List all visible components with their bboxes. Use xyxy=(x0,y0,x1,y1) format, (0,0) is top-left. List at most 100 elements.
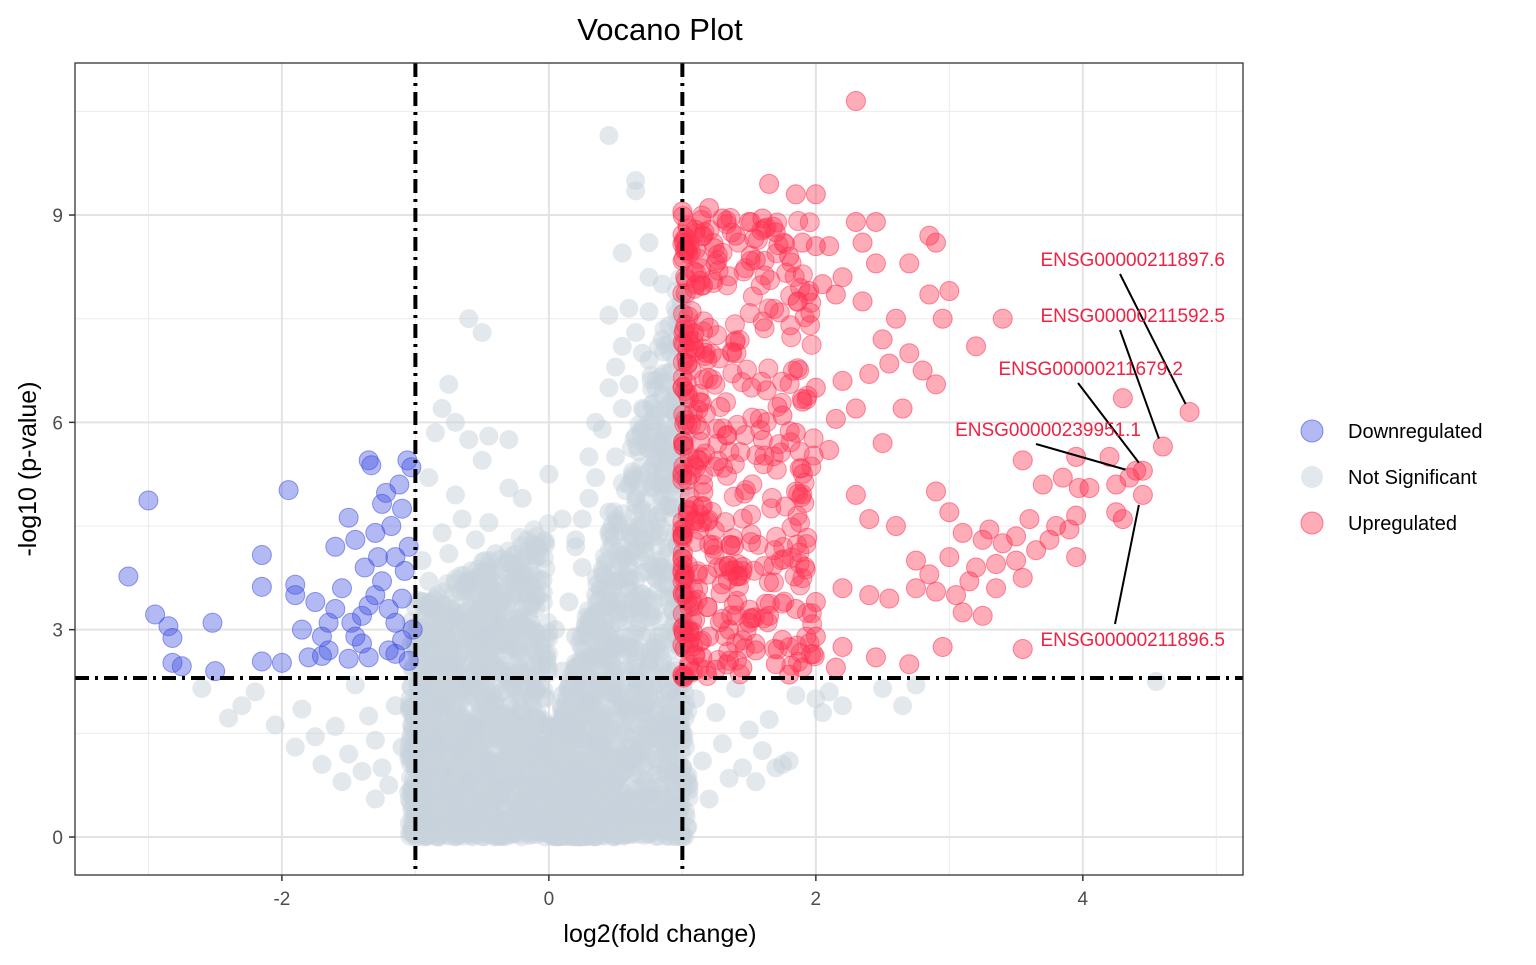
point-upregulated xyxy=(766,459,787,480)
point-not-significant xyxy=(819,682,839,702)
point-not-significant xyxy=(448,758,468,778)
point-not-significant xyxy=(652,385,672,405)
point-not-significant xyxy=(538,644,558,664)
point-not-significant xyxy=(427,807,447,827)
point-not-significant xyxy=(478,584,498,604)
point-upregulated xyxy=(1039,529,1060,550)
point-upregulated xyxy=(764,298,785,319)
point-upregulated xyxy=(752,430,773,451)
point-not-significant xyxy=(633,585,653,605)
point-not-significant xyxy=(446,827,466,847)
point-not-significant xyxy=(575,819,595,839)
point-upregulated xyxy=(779,664,800,685)
point-upregulated xyxy=(832,370,853,391)
point-not-significant xyxy=(584,603,604,623)
point-upregulated xyxy=(715,512,736,533)
point-upregulated xyxy=(1006,550,1027,571)
point-not-significant xyxy=(579,447,599,467)
point-not-significant xyxy=(619,821,639,841)
point-not-significant xyxy=(505,583,525,603)
point-downregulated xyxy=(365,522,386,543)
point-not-significant xyxy=(436,813,456,833)
point-not-significant xyxy=(606,357,626,377)
point-upregulated xyxy=(687,561,708,582)
point-not-significant xyxy=(566,530,586,550)
point-not-significant xyxy=(508,735,528,755)
point-upregulated xyxy=(1066,446,1087,467)
point-not-significant xyxy=(498,721,518,741)
point-not-significant xyxy=(423,746,443,766)
point-not-significant xyxy=(482,585,502,605)
point-upregulated xyxy=(1066,547,1087,568)
point-downregulated xyxy=(251,576,272,597)
point-upregulated xyxy=(779,373,800,394)
point-not-significant xyxy=(520,724,540,744)
annotation-label: ENSG00000211679.2 xyxy=(998,359,1183,380)
point-not-significant xyxy=(415,827,435,847)
point-not-significant xyxy=(420,623,440,643)
point-upregulated xyxy=(865,253,886,274)
y-axis-label: -log10 (p-value) xyxy=(14,381,42,556)
point-upregulated xyxy=(715,626,736,647)
point-not-significant xyxy=(457,631,477,651)
point-not-significant xyxy=(447,631,467,651)
point-not-significant xyxy=(633,563,653,583)
point-not-significant xyxy=(621,644,641,664)
point-not-significant xyxy=(547,737,567,757)
point-not-significant xyxy=(712,734,732,754)
point-not-significant xyxy=(573,826,593,846)
point-not-significant xyxy=(437,680,457,700)
point-not-significant xyxy=(491,712,511,732)
point-not-significant xyxy=(509,613,529,633)
point-downregulated xyxy=(402,619,423,640)
point-upregulated xyxy=(788,483,809,504)
point-not-significant xyxy=(312,754,332,774)
point-not-significant xyxy=(633,515,653,535)
point-not-significant xyxy=(572,509,592,529)
point-not-significant xyxy=(519,627,539,647)
point-downregulated xyxy=(318,640,339,661)
point-upregulated xyxy=(885,516,906,537)
point-not-significant xyxy=(475,567,495,587)
point-not-significant xyxy=(451,824,471,844)
point-not-significant xyxy=(644,592,664,612)
legend-label: Downregulated xyxy=(1348,421,1483,443)
point-upregulated xyxy=(852,232,873,253)
point-not-significant xyxy=(665,818,685,838)
point-upregulated xyxy=(699,198,720,219)
point-not-significant xyxy=(462,591,482,611)
point-not-significant xyxy=(517,617,537,637)
point-upregulated xyxy=(805,626,826,647)
point-not-significant xyxy=(488,657,508,677)
point-upregulated xyxy=(675,283,696,304)
point-not-significant xyxy=(652,588,672,608)
point-not-significant xyxy=(476,607,496,627)
point-not-significant xyxy=(437,825,457,845)
legend-key xyxy=(1300,511,1324,535)
point-not-significant xyxy=(530,569,550,589)
point-not-significant xyxy=(566,723,586,743)
point-upregulated xyxy=(805,236,826,257)
point-not-significant xyxy=(566,761,586,781)
point-upregulated xyxy=(790,575,811,596)
x-axis-label: log2(fold change) xyxy=(563,920,756,948)
point-not-significant xyxy=(477,702,497,722)
point-not-significant xyxy=(454,826,474,846)
annotation-connector xyxy=(1035,443,1126,471)
point-not-significant xyxy=(644,741,664,761)
point-not-significant xyxy=(630,594,650,614)
point-not-significant xyxy=(481,563,501,583)
point-not-significant xyxy=(439,718,459,738)
point-not-significant xyxy=(579,796,599,816)
point-downregulated xyxy=(205,661,226,682)
point-not-significant xyxy=(639,819,659,839)
point-downregulated xyxy=(398,536,419,557)
point-upregulated xyxy=(759,605,780,626)
point-not-significant xyxy=(653,474,673,494)
point-not-significant xyxy=(595,619,615,639)
point-not-significant xyxy=(479,648,499,668)
legend-key xyxy=(1301,466,1323,488)
point-not-significant xyxy=(485,560,505,580)
